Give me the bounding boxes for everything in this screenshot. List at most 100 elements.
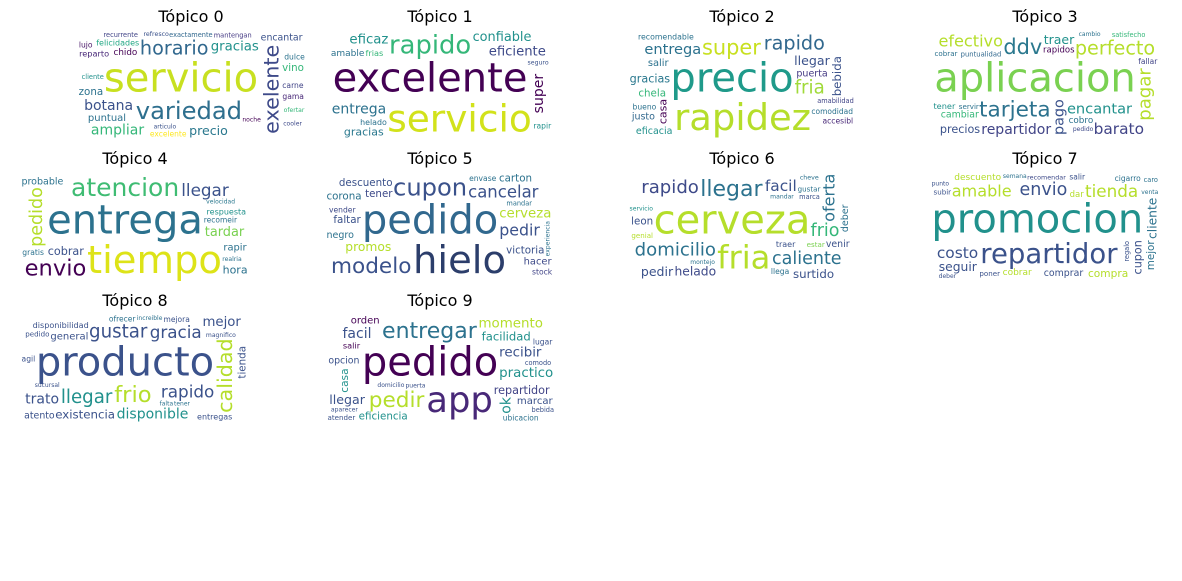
cloud-word: entrega	[47, 198, 203, 244]
cloud-word: recomendable	[638, 33, 694, 42]
cloud-word: cigarro	[1115, 174, 1141, 183]
cloud-word: pedido	[362, 198, 498, 244]
cloud-word: fria	[795, 78, 825, 99]
cloud-word: excelente	[150, 130, 187, 139]
cloud-word: aplicacion	[934, 56, 1136, 102]
cloud-word: semana	[1003, 173, 1027, 180]
cloud-word: fallar	[1138, 57, 1158, 66]
cloud-word: modelo	[331, 254, 411, 279]
cloud-word: cancelar	[468, 182, 539, 201]
topic-panel: Tópico 8 producto calidad frio gustar llegar…	[20, 288, 250, 423]
cloud-word: accesibl	[822, 116, 853, 125]
cloud-word: puntual	[88, 113, 126, 124]
cloud-word: probable	[21, 177, 63, 188]
cloud-word: pedido	[27, 187, 47, 247]
cloud-word: tener	[365, 188, 393, 200]
cloud-word: comprar	[1044, 268, 1084, 279]
cloud-word: llegar	[181, 180, 229, 200]
cloud-word: salir	[648, 58, 670, 69]
cloud-word: rapidez	[674, 96, 811, 139]
cloud-word: carne	[282, 81, 304, 90]
cloud-word: promocion	[931, 197, 1143, 243]
cloud-word: ofrecer	[109, 315, 136, 324]
cloud-word: tardar	[205, 225, 245, 240]
cloud-word: articulo	[154, 124, 177, 131]
cloud-word: gustar	[89, 322, 148, 343]
cloud-word: recomeir	[204, 216, 238, 225]
cloud-word: velocidad	[206, 199, 235, 206]
cloud-word: gracias	[630, 73, 671, 86]
cloud-word: gracia	[150, 322, 202, 342]
topic-panel: Tópico 6 cerveza fria llegar domicilio rapid…	[627, 146, 857, 281]
word-cloud: aplicacion pagar pago tarjeta ddv perfecto enc…	[930, 30, 1160, 139]
cloud-word: horario	[140, 37, 209, 60]
cloud-word: existencia	[55, 408, 115, 422]
cloud-word: venir	[826, 239, 850, 250]
cloud-word: mantengan	[214, 32, 252, 40]
cloud-word: botana	[84, 98, 133, 114]
cloud-word: pedido	[25, 330, 49, 339]
cloud-word: cambiar	[941, 110, 979, 121]
cloud-word: mejor	[1145, 240, 1157, 271]
cloud-word: promos	[345, 240, 391, 254]
cloud-word: realria	[222, 256, 242, 263]
cloud-word: super	[702, 35, 761, 59]
cloud-word: pagar	[1134, 68, 1155, 121]
cloud-word: ddv	[1003, 35, 1042, 59]
cloud-word: lugar	[533, 337, 553, 346]
cloud-word: marcar	[517, 396, 554, 407]
cloud-word: pedir	[641, 264, 674, 279]
cloud-word: opcion	[328, 356, 359, 367]
cloud-word: envase	[469, 174, 497, 183]
cloud-word: lujo	[79, 41, 93, 50]
cloud-word: atender	[328, 413, 356, 422]
cloud-word: costo	[937, 244, 978, 262]
cloud-word: salir	[1069, 173, 1086, 182]
cloud-word: carton	[499, 172, 532, 184]
cloud-word: estar	[807, 240, 825, 249]
cloud-word: cobrar	[48, 245, 85, 258]
cloud-word: cliente	[82, 73, 104, 81]
word-cloud: excelente servicio rapido entrega eficiente a…	[325, 30, 555, 139]
cloud-word: servir	[959, 102, 979, 111]
word-cloud: pedido hielo cupon modelo promos cancelar pedi…	[325, 172, 555, 281]
cloud-word: pedido	[362, 340, 498, 386]
cloud-word: eficacia	[636, 126, 673, 137]
cloud-word: ampliar	[91, 123, 144, 139]
cloud-word: subir	[934, 187, 952, 196]
cloud-word: cobrar	[935, 49, 958, 58]
word-cloud-svg: servicio exelente variedad horario botana pre…	[79, 31, 305, 139]
cloud-word: recomendar	[1027, 174, 1066, 182]
cloud-word: disponible	[117, 406, 189, 422]
word-cloud-svg: producto calidad frio gustar llegardisponibl…	[22, 315, 249, 423]
cloud-word: precios	[940, 123, 980, 136]
cloud-word: recurrente	[103, 31, 137, 39]
cloud-word: cooler	[283, 121, 302, 128]
cloud-word: servicio	[387, 96, 532, 139]
word-cloud: servicio exelente variedad horario botana pre…	[76, 30, 306, 139]
cloud-word: ofertar	[284, 107, 305, 114]
word-cloud: producto calidad frio gustar llegar disponibl…	[20, 314, 250, 423]
cloud-word: frio	[114, 382, 151, 408]
cloud-word: cerveza	[499, 206, 551, 221]
cloud-word: seguro	[528, 59, 549, 66]
cloud-word: cheve	[800, 175, 819, 182]
cloud-word: salir	[343, 341, 361, 351]
cloud-word: aparecer	[331, 406, 359, 413]
cloud-word: rapido	[641, 177, 699, 198]
cloud-word: montejo	[690, 259, 715, 266]
cloud-word: faltar	[333, 214, 361, 226]
cloud-word: variedad	[136, 97, 242, 125]
cloud-word: traer	[776, 240, 796, 249]
cloud-word: zona	[79, 86, 104, 98]
cloud-word: cupon	[393, 174, 467, 202]
cloud-word: magnifico	[206, 332, 236, 339]
cloud-word: entregas	[197, 413, 232, 422]
cloud-word: deber	[840, 204, 851, 232]
cloud-word: repartidor	[980, 238, 1118, 270]
cloud-word: precio	[189, 123, 228, 138]
cloud-word: super	[531, 74, 547, 114]
